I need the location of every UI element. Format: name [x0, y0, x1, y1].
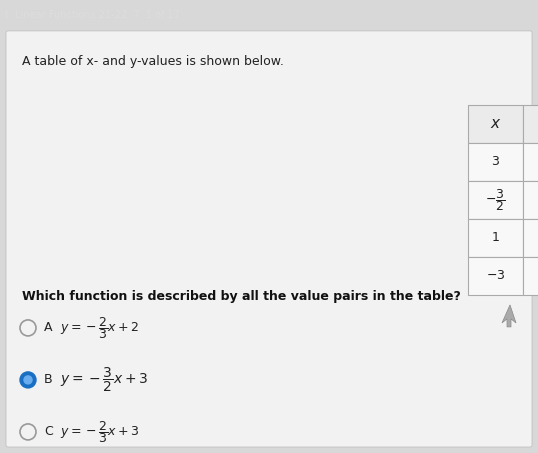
Text: $x$: $x$ — [490, 116, 501, 131]
Circle shape — [20, 372, 36, 388]
Circle shape — [24, 376, 32, 384]
Text: $y = -\dfrac{2}{3}x + 2$: $y = -\dfrac{2}{3}x + 2$ — [60, 315, 139, 341]
Bar — [523, 257, 538, 295]
Bar — [468, 181, 523, 219]
Bar — [523, 105, 538, 143]
Text: B: B — [44, 373, 53, 386]
Text: $3$: $3$ — [491, 155, 500, 169]
Text: Which function is described by all the value pairs in the table?: Which function is described by all the v… — [22, 290, 461, 303]
Text: $-\dfrac{3}{2}$: $-\dfrac{3}{2}$ — [485, 187, 506, 213]
Bar — [523, 143, 538, 181]
FancyBboxPatch shape — [6, 31, 532, 447]
Bar — [523, 181, 538, 219]
Bar — [523, 219, 538, 257]
Bar — [468, 219, 523, 257]
Text: $-3$: $-3$ — [486, 270, 505, 282]
Text: t  Linear Functions 21-22  7  1 of 17: t Linear Functions 21-22 7 1 of 17 — [5, 10, 180, 20]
Text: $1$: $1$ — [491, 231, 500, 245]
Text: A table of x- and y-values is shown below.: A table of x- and y-values is shown belo… — [22, 55, 284, 68]
Text: $y = -\dfrac{3}{2}x + 3$: $y = -\dfrac{3}{2}x + 3$ — [60, 366, 148, 394]
Text: $y = -\dfrac{2}{3}x + 3$: $y = -\dfrac{2}{3}x + 3$ — [60, 419, 139, 445]
Text: C: C — [44, 425, 53, 439]
Polygon shape — [502, 305, 516, 327]
Bar — [468, 105, 523, 143]
Bar — [468, 143, 523, 181]
Text: A: A — [44, 322, 53, 334]
Bar — [468, 257, 523, 295]
